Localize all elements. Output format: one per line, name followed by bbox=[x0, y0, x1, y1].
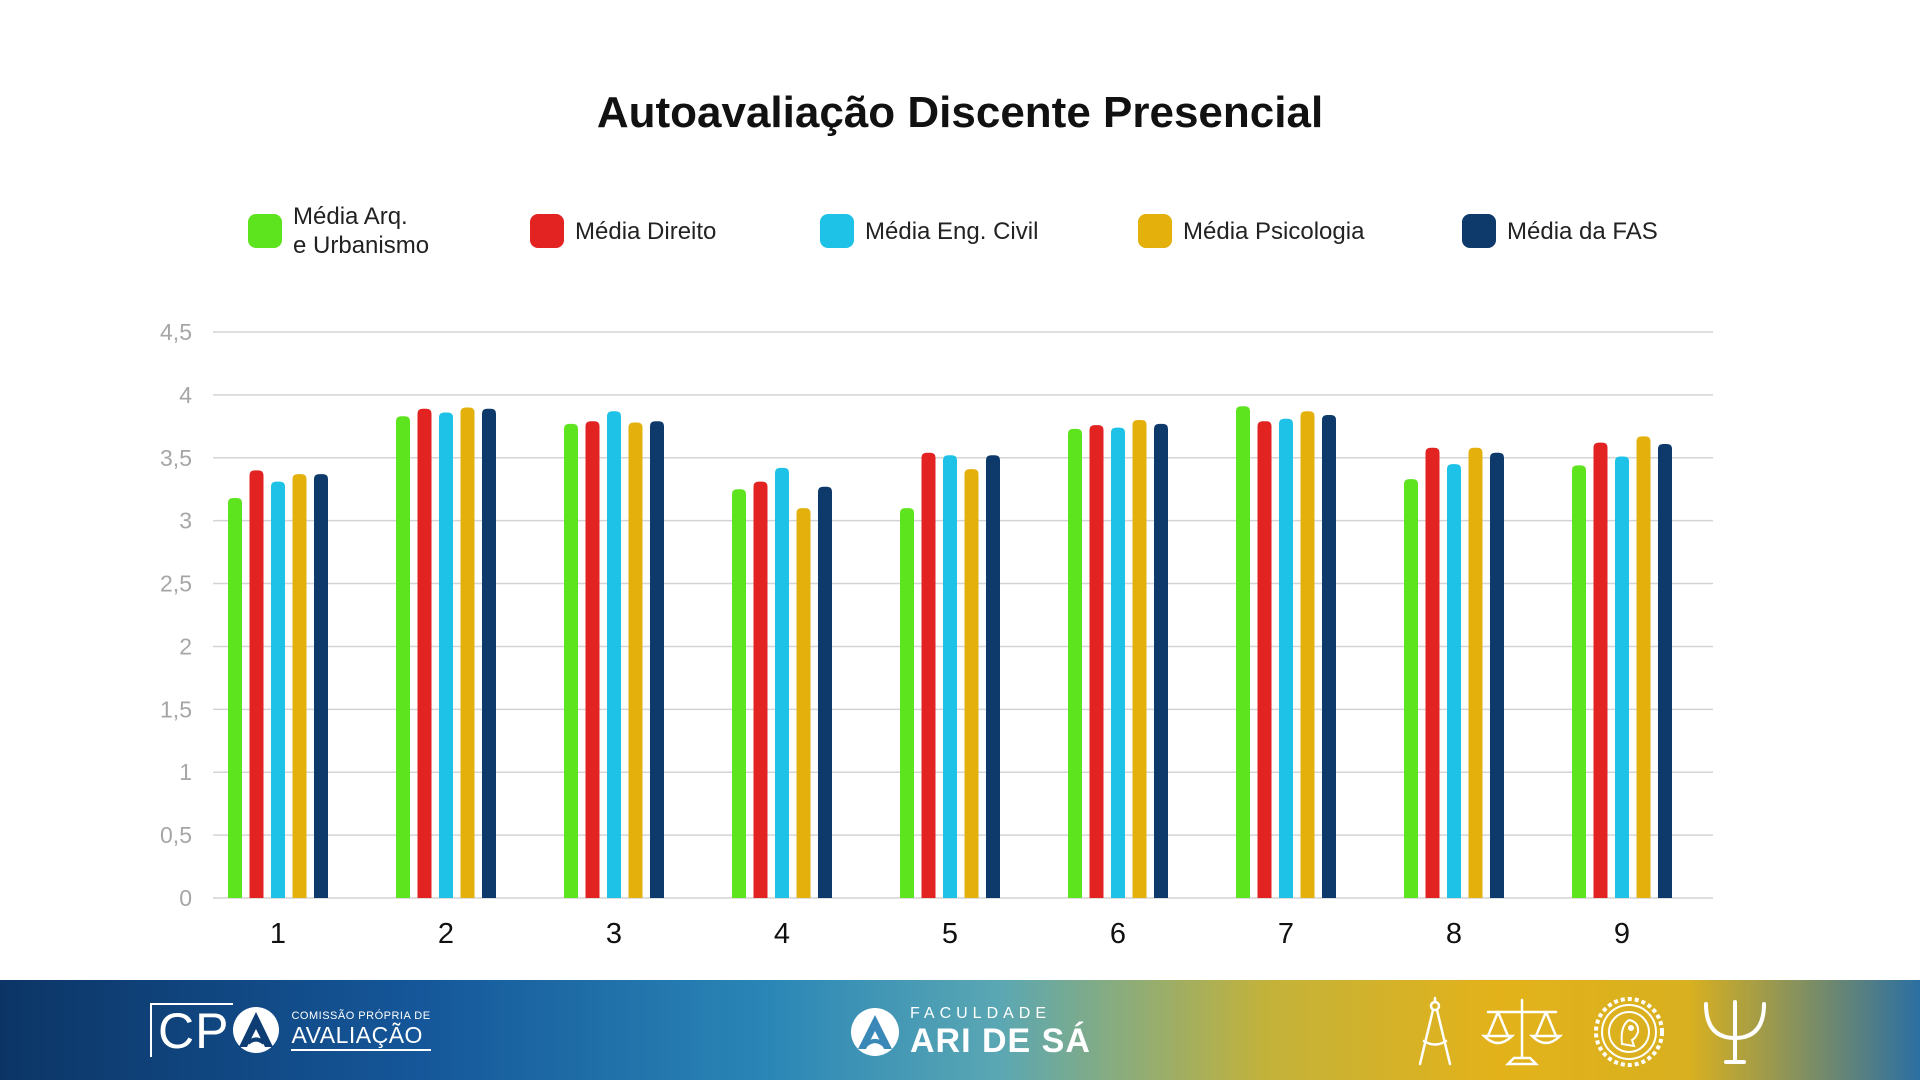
cpa-logo-big-text: AVALIAÇÃO bbox=[291, 1022, 431, 1051]
cpa-logo-small-text: COMISSÃO PRÓPRIA DE bbox=[291, 1009, 431, 1022]
y-tick-label: 4,5 bbox=[160, 319, 192, 345]
x-tick-label: 5 bbox=[942, 918, 958, 950]
bar bbox=[1658, 443, 1672, 898]
scales-of-justice-icon bbox=[1480, 998, 1564, 1066]
bar bbox=[964, 469, 979, 898]
psi-icon bbox=[1704, 1000, 1766, 1064]
bar bbox=[228, 498, 242, 898]
y-tick-label: 3 bbox=[179, 508, 192, 534]
bar bbox=[986, 455, 1000, 898]
bar bbox=[1300, 411, 1315, 898]
bar bbox=[650, 421, 664, 898]
bar bbox=[1236, 406, 1250, 898]
legend: Média Arq. e Urbanismo Média Direito Média… bbox=[0, 196, 1920, 266]
x-tick-label: 4 bbox=[774, 918, 790, 950]
bar bbox=[1404, 479, 1418, 898]
legend-item: Média Eng. Civil bbox=[820, 196, 1038, 266]
engineering-gear-seal-icon bbox=[1594, 997, 1664, 1067]
x-tick-label: 3 bbox=[606, 918, 622, 950]
bar bbox=[1468, 447, 1483, 898]
bar bbox=[482, 408, 496, 898]
bar bbox=[1257, 421, 1272, 898]
y-tick-label: 2 bbox=[179, 633, 192, 659]
bar bbox=[249, 470, 264, 898]
legend-label: Média Arq. e Urbanismo bbox=[293, 203, 430, 259]
legend-label: Média Eng. Civil bbox=[865, 217, 1039, 245]
x-tick-label: 2 bbox=[438, 918, 454, 950]
legend-swatch bbox=[1462, 214, 1496, 248]
cpa-a-icon bbox=[233, 1007, 280, 1053]
bar bbox=[796, 508, 811, 898]
legend-swatch bbox=[248, 214, 282, 248]
bar bbox=[564, 423, 578, 898]
bar bbox=[314, 474, 328, 898]
bar bbox=[900, 508, 914, 898]
bar-chart: 0 0,5 1 1,5 2 2,5 3 3,5 4 4,5 1 2 3 4 5 6 7 8 9 bbox=[160, 319, 1713, 950]
bar bbox=[1447, 464, 1461, 898]
bar bbox=[628, 422, 643, 898]
bar bbox=[1068, 428, 1082, 898]
bar bbox=[1279, 418, 1293, 898]
x-tick-label: 6 bbox=[1110, 918, 1126, 950]
bar bbox=[1636, 436, 1651, 898]
y-tick-label: 2,5 bbox=[160, 571, 192, 597]
bar bbox=[1111, 427, 1125, 898]
footer-banner: CP COMISSÃO PRÓPRIA DE AVALIAÇÃO FACULDA… bbox=[0, 980, 1920, 1080]
bar bbox=[775, 467, 789, 898]
legend-label: Média Psicologia bbox=[1183, 217, 1365, 245]
legend-item: Média Direito bbox=[530, 196, 716, 266]
legend-label: Média Direito bbox=[575, 217, 717, 245]
bar bbox=[1572, 465, 1586, 898]
legend-label: Média da FAS bbox=[1507, 217, 1658, 245]
y-tick-label: 1,5 bbox=[160, 696, 192, 722]
bar bbox=[818, 486, 832, 898]
legend-item: Média Psicologia bbox=[1138, 196, 1364, 266]
y-tick-label: 4 bbox=[179, 382, 192, 408]
y-tick-label: 0 bbox=[179, 885, 192, 911]
bar bbox=[417, 408, 432, 898]
x-tick-label: 1 bbox=[270, 918, 286, 950]
y-tick-label: 3,5 bbox=[160, 445, 192, 471]
fas-logo-big-text: ARI DE SÁ bbox=[910, 1022, 1091, 1060]
compass-icon bbox=[1418, 996, 1452, 1066]
bar bbox=[1593, 442, 1608, 898]
bar bbox=[1089, 425, 1104, 898]
bar bbox=[585, 421, 600, 898]
y-tick-label: 0,5 bbox=[160, 822, 192, 848]
x-tick-label: 8 bbox=[1446, 918, 1462, 950]
bar bbox=[271, 481, 285, 898]
bar bbox=[1154, 423, 1168, 898]
bar bbox=[1132, 420, 1147, 898]
bar bbox=[732, 489, 746, 898]
bar bbox=[460, 407, 475, 898]
bar bbox=[439, 412, 453, 898]
legend-swatch bbox=[820, 214, 854, 248]
bar bbox=[1425, 447, 1440, 898]
fas-logo-small-text: FACULDADE bbox=[910, 1005, 1052, 1022]
x-tick-label: 7 bbox=[1278, 918, 1294, 950]
bar bbox=[292, 474, 307, 898]
chart-title: Autoavaliação Discente Presencial bbox=[596, 88, 1324, 137]
y-tick-label: 1 bbox=[179, 759, 192, 785]
bar bbox=[396, 416, 410, 898]
legend-swatch bbox=[530, 214, 564, 248]
cpa-logo: CP COMISSÃO PRÓPRIA DE AVALIAÇÃO bbox=[150, 1000, 431, 1060]
bar bbox=[921, 452, 936, 898]
legend-item: Média da FAS bbox=[1462, 196, 1658, 266]
x-tick-label: 9 bbox=[1614, 918, 1630, 950]
fas-logo: FACULDADE ARI DE SÁ bbox=[850, 1002, 1091, 1062]
bar bbox=[1322, 415, 1336, 898]
bar bbox=[753, 481, 768, 898]
bar bbox=[1490, 452, 1504, 898]
bar bbox=[943, 455, 957, 898]
cpa-logo-mark: CP bbox=[150, 1003, 234, 1057]
legend-item: Média Arq. e Urbanismo bbox=[248, 196, 429, 266]
legend-swatch bbox=[1138, 214, 1172, 248]
bar bbox=[607, 411, 621, 898]
bar bbox=[1615, 456, 1629, 898]
fas-a-icon bbox=[851, 1008, 899, 1056]
